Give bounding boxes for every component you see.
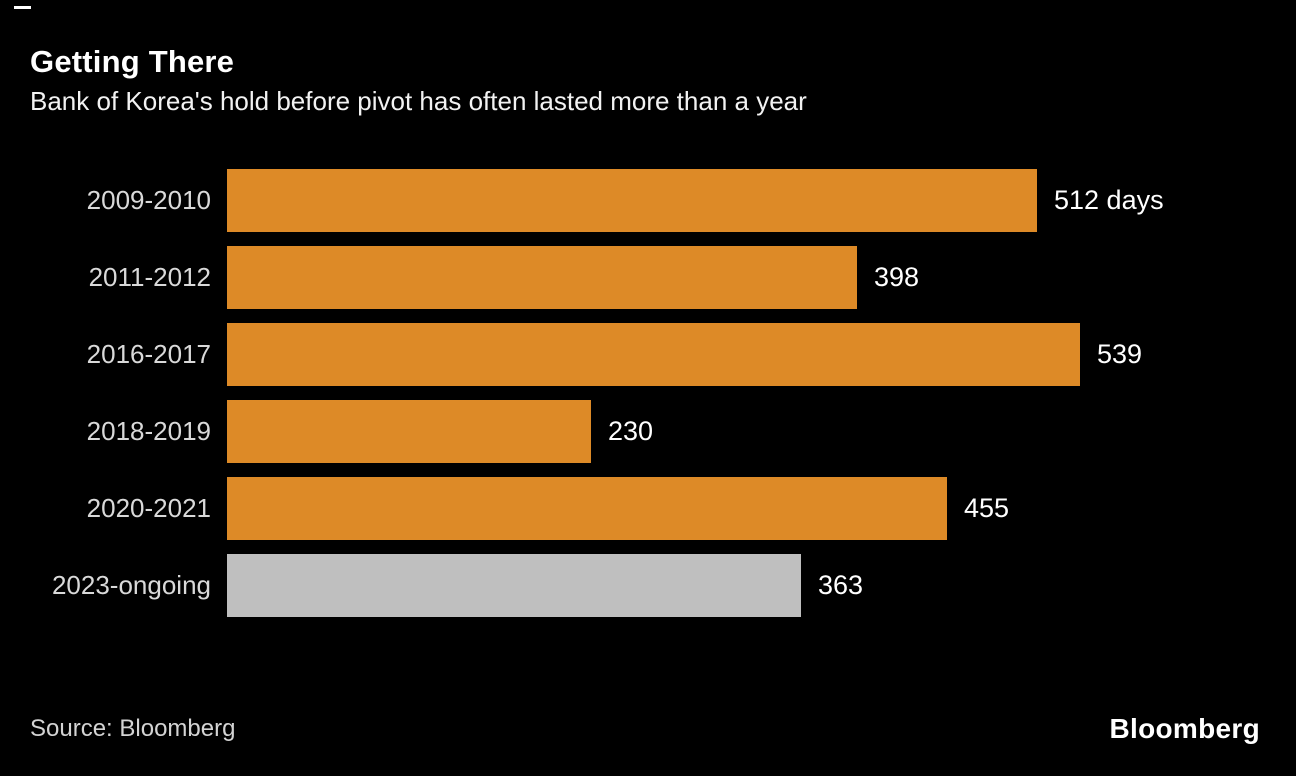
bar — [227, 169, 1037, 232]
chart-row: 2011-2012 398 — [0, 246, 1296, 309]
category-label: 2016-2017 — [86, 339, 211, 369]
category-label: 2023-ongoing — [51, 570, 211, 600]
value-label: 398 — [874, 262, 920, 292]
bar-chart: 2009-2010 512 days 2011-2012 398 2016-2017 53… — [0, 169, 1296, 631]
value-label: 539 — [1097, 339, 1143, 369]
chart-row: 2018-2019 230 — [0, 400, 1296, 463]
chart-footer: Source: Bloomberg Bloomberg — [30, 710, 1260, 748]
chart-row: 2016-2017 539 — [0, 323, 1296, 386]
top-left-dash-icon — [14, 6, 31, 9]
bar — [227, 323, 1080, 386]
bloomberg-logo: Bloomberg — [1109, 713, 1260, 744]
chart-subtitle: Bank of Korea's hold before pivot has of… — [30, 86, 807, 116]
bar — [227, 554, 801, 617]
category-label: 2011-2012 — [88, 262, 211, 292]
value-label: 512 days — [1054, 185, 1164, 215]
value-label: 455 — [964, 493, 1010, 523]
chart-row: 2023-ongoing 363 — [0, 554, 1296, 617]
chart-title: Getting There — [30, 44, 235, 79]
bar — [227, 400, 591, 463]
category-label: 2009-2010 — [86, 185, 211, 215]
bar — [227, 477, 947, 540]
category-label: 2018-2019 — [86, 416, 211, 446]
bar — [227, 246, 857, 309]
chart-row: 2020-2021 455 — [0, 477, 1296, 540]
value-label: 363 — [818, 570, 864, 600]
category-label: 2020-2021 — [86, 493, 211, 523]
chart-row: 2009-2010 512 days — [0, 169, 1296, 232]
source-text: Source: Bloomberg — [30, 715, 236, 742]
value-label: 230 — [608, 416, 654, 446]
